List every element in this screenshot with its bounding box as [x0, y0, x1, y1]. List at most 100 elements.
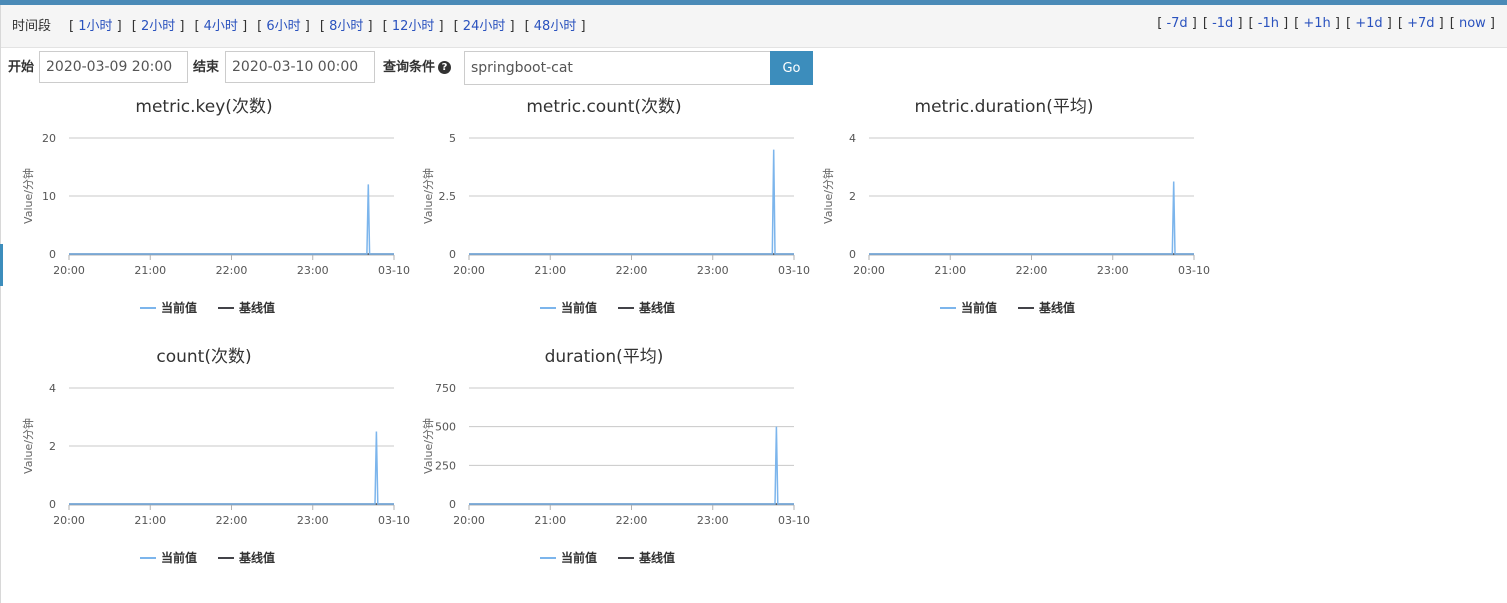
time-shift-link[interactable]: +1h [1303, 16, 1331, 31]
chart-title: metric.key(次数) [135, 97, 272, 117]
time-shift-link[interactable]: -1d [1212, 16, 1234, 31]
x-tick-label: 23:00 [697, 514, 729, 527]
time-range-link[interactable]: 24小时 [462, 19, 506, 34]
y-tick-label: 4 [49, 382, 56, 395]
y-tick-label: 0 [49, 498, 56, 511]
y-tick-label: 2.5 [439, 190, 457, 203]
bracket-close: ] [300, 19, 310, 34]
time-shift-6: [ now ] [1450, 16, 1495, 31]
y-tick-label: 0 [849, 248, 856, 261]
x-tick-label: 20:00 [53, 514, 85, 527]
bracket-open: [ [1202, 16, 1213, 31]
y-axis-label: Value/分钟 [21, 168, 35, 224]
chart-svg: metric.key(次数) Value/分钟 0 10 20 20:00 21:00 22:… [21, 97, 410, 315]
time-range-link[interactable]: 2小时 [140, 19, 176, 34]
bracket-close: ] [505, 19, 515, 34]
time-shift-2: [ -1h ] [1249, 16, 1289, 31]
bracket-open: [ [257, 19, 267, 34]
x-tick-label: 22:00 [216, 264, 248, 277]
x-tick-label: 22:00 [616, 264, 648, 277]
condition-input[interactable] [464, 51, 771, 85]
condition-label-text: 查询条件 [383, 60, 436, 75]
time-shift-4: [ +1d ] [1346, 16, 1392, 31]
x-tick-label: 23:00 [297, 514, 329, 527]
time-range-0: [ 1小时 ] [69, 19, 122, 34]
bracket-close: ] [1187, 16, 1197, 31]
legend-label: 当前值 [561, 550, 597, 565]
series-line-0 [69, 431, 394, 505]
time-range-link[interactable]: 8小时 [329, 19, 364, 34]
legend-label: 当前值 [161, 550, 197, 565]
x-tick-label: 03-10 [1178, 264, 1210, 277]
y-axis-label: Value/分钟 [821, 168, 835, 224]
bracket-close: ] [1485, 16, 1495, 31]
y-tick-label: 0 [449, 498, 456, 511]
y-tick-label: 2 [849, 190, 856, 203]
bracket-close: ] [1434, 16, 1444, 31]
time-shift-0: [ -7d ] [1157, 16, 1197, 31]
x-tick-label: 21:00 [134, 514, 166, 527]
time-shift-link[interactable]: -7d [1166, 16, 1188, 31]
time-range-7: [ 48小时 ] [525, 19, 586, 34]
chart-count: count(次数) Value/分钟 0 2 4 20:00 21:00 22:00 23:00… [4, 340, 410, 580]
time-shift-link[interactable]: +1d [1355, 16, 1383, 31]
bracket-close: ] [237, 19, 248, 34]
x-tick-label: 21:00 [534, 264, 566, 277]
chart-title: count(次数) [156, 347, 251, 367]
time-range-link[interactable]: 48小时 [533, 19, 577, 34]
x-tick-label: 20:00 [453, 264, 485, 277]
bracket-close: ] [434, 19, 444, 34]
x-tick-label: 20:00 [453, 514, 485, 527]
top-accent-bar [0, 0, 1507, 5]
time-shift-link[interactable]: now [1458, 16, 1486, 31]
x-tick-label: 23:00 [1097, 264, 1129, 277]
y-tick-label: 0 [49, 248, 56, 261]
chart-svg: metric.count(次数) Value/分钟 0 2.5 5 20:00 21:00 2… [421, 97, 810, 315]
legend-label: 当前值 [161, 300, 197, 315]
time-shift-1: [ -1d ] [1203, 16, 1243, 31]
bracket-close: ] [175, 19, 185, 34]
y-tick-label: 500 [435, 421, 456, 434]
time-shift-link[interactable]: +7d [1407, 16, 1435, 31]
question-icon[interactable]: ? [438, 61, 452, 74]
bracket-open: [ [524, 19, 534, 34]
time-range-label: 时间段 [12, 19, 52, 34]
time-range-links: [ 1小时 ][ 2小时 ][ 4小时 ][ 6小时 ][ 8小时 ][ 12小… [69, 5, 596, 49]
x-tick-label: 22:00 [616, 514, 648, 527]
time-shift-3: [ +1h ] [1294, 16, 1340, 31]
x-tick-label: 03-10 [778, 264, 810, 277]
y-axis-label: Value/分钟 [21, 418, 35, 474]
y-tick-label: 20 [42, 132, 56, 145]
end-time-input[interactable] [225, 51, 375, 83]
bracket-open: [ [1449, 16, 1459, 31]
bracket-open: [ [1397, 16, 1408, 31]
start-time-input[interactable] [39, 51, 188, 83]
legend-label: 当前值 [961, 300, 997, 315]
time-range-link[interactable]: 4小时 [203, 19, 238, 34]
bracket-close: ] [1382, 16, 1392, 31]
y-tick-label: 5 [449, 132, 456, 145]
time-shift-link[interactable]: -1h [1257, 16, 1279, 31]
legend-label: 基线值 [238, 300, 275, 315]
y-axis-label: Value/分钟 [421, 418, 435, 474]
time-range-link[interactable]: 1小时 [78, 19, 113, 34]
end-label: 结束 [193, 60, 220, 75]
bracket-close: ] [1330, 16, 1341, 31]
chart-svg: metric.duration(平均) Value/分钟 0 2 4 20:00 21:00… [821, 97, 1210, 315]
bracket-open: [ [1346, 16, 1356, 31]
bracket-open: [ [382, 19, 392, 34]
chart-svg: duration(平均) Value/分钟 0 250 500 750 20:00 21:00… [421, 347, 810, 565]
y-tick-label: 4 [849, 132, 856, 145]
time-shift-5: [ +7d ] [1398, 16, 1444, 31]
time-range-link[interactable]: 12小时 [391, 19, 435, 34]
legend-label: 基线值 [1038, 300, 1075, 315]
bracket-open: [ [453, 19, 463, 34]
x-tick-label: 21:00 [134, 264, 166, 277]
time-range-link[interactable]: 6小时 [266, 19, 301, 34]
chart-duration: duration(平均) Value/分钟 0 250 500 750 20:00 21:00… [404, 340, 810, 580]
y-axis-label: Value/分钟 [421, 168, 435, 224]
time-range-1: [ 2小时 ] [132, 19, 185, 34]
x-tick-label: 20:00 [853, 264, 885, 277]
go-button[interactable]: Go [770, 51, 813, 85]
bracket-open: [ [131, 19, 141, 34]
